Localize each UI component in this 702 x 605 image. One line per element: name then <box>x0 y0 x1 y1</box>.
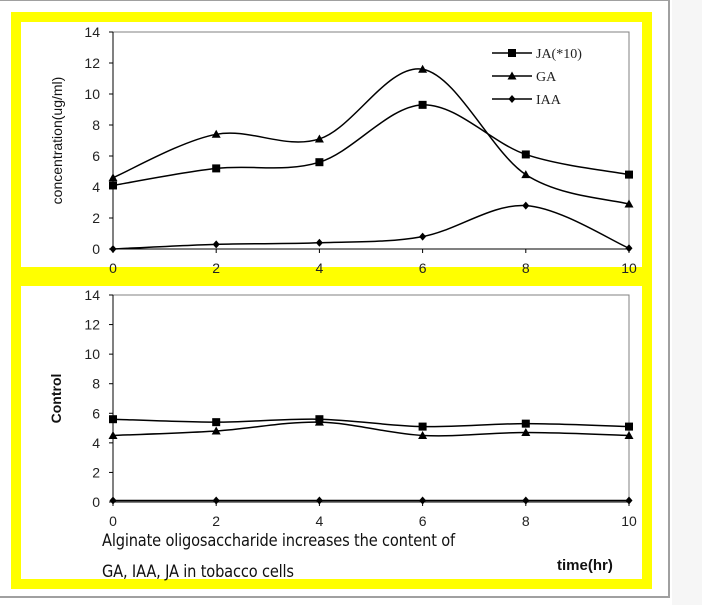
data-point <box>521 428 531 437</box>
data-point <box>418 430 428 439</box>
x-tick-label: 10 <box>621 513 637 529</box>
y-tick-label: 6 <box>92 148 100 164</box>
x-tick-label: 0 <box>109 513 117 529</box>
data-point <box>109 496 117 505</box>
plot-area-border <box>112 31 630 250</box>
data-point <box>418 64 428 73</box>
data-point <box>625 244 633 253</box>
series-triangle <box>108 417 634 439</box>
y-tick-label: 12 <box>84 55 100 71</box>
data-point <box>315 496 323 505</box>
caption-line-1: Alginate oligosaccharide increases the c… <box>102 531 455 551</box>
y-tick-label: 0 <box>92 494 100 510</box>
series-line <box>112 421 630 437</box>
y-tick-label: 2 <box>92 210 100 226</box>
data-point <box>314 417 324 426</box>
background-margin <box>672 0 702 605</box>
series-line <box>112 204 630 250</box>
data-point <box>314 134 324 143</box>
data-point <box>625 170 633 179</box>
legend-label: IAA <box>536 93 562 108</box>
caption-line-2: GA, IAA, JA in tobacco cells <box>102 562 294 582</box>
y-axis-label: Control <box>48 374 64 424</box>
data-point <box>315 238 323 247</box>
legend: JA(*10) GA IAA <box>492 47 582 108</box>
y-tick-label: 10 <box>84 86 100 102</box>
y-tick-label: 2 <box>92 464 100 480</box>
y-tick-label: 14 <box>84 287 100 303</box>
data-point <box>624 430 634 439</box>
x-tick-label: 6 <box>419 260 427 276</box>
data-point <box>109 181 117 190</box>
x-axis-label: time(hr) <box>557 557 613 574</box>
chart-treatment: 0 2 4 6 8 10 12 14 0 2 4 6 8 10 concentration(ug/ml) JA… <box>49 24 637 276</box>
y-tick-label: 10 <box>84 346 100 362</box>
data-point <box>108 173 118 182</box>
legend-marker <box>508 49 516 57</box>
data-point <box>625 422 633 431</box>
data-point <box>212 240 220 249</box>
x-tick-label: 4 <box>316 260 324 276</box>
data-point <box>109 245 117 253</box>
series-ga <box>108 64 634 208</box>
y-tick-label: 6 <box>92 405 100 421</box>
data-point <box>315 158 324 167</box>
series-iaa <box>109 201 633 253</box>
data-point <box>419 232 427 241</box>
data-point <box>625 496 633 505</box>
x-tick-label: 4 <box>316 513 324 529</box>
chart-control: 0 2 4 6 8 10 12 14 0 2 4 6 8 10 Control <box>48 287 637 529</box>
series-ja10 <box>109 100 633 190</box>
legend-label: JA(*10) <box>536 47 582 62</box>
y-tick-label: 4 <box>92 179 100 195</box>
data-point <box>418 422 427 431</box>
plot-area-border <box>112 294 630 503</box>
y-tick-label: 12 <box>84 317 100 333</box>
data-point <box>108 430 118 439</box>
legend-marker <box>507 71 517 80</box>
series-line <box>112 68 630 205</box>
data-point <box>418 100 427 109</box>
x-tick-label: 0 <box>109 260 117 276</box>
series-diamond <box>109 496 633 505</box>
data-point <box>522 201 530 210</box>
data-point <box>521 170 531 179</box>
series-line <box>112 418 630 428</box>
data-point <box>624 199 634 208</box>
y-tick-label: 4 <box>92 435 100 451</box>
data-point <box>521 150 530 159</box>
x-tick-label: 10 <box>621 260 637 276</box>
data-point <box>521 419 530 428</box>
series-line <box>112 104 630 187</box>
y-tick-label: 8 <box>92 117 100 133</box>
data-point <box>419 496 427 505</box>
highlight-frame-control <box>11 276 652 589</box>
x-tick-label: 8 <box>522 260 530 276</box>
data-point <box>211 426 221 435</box>
y-axis-label: concentration(ug/ml) <box>49 77 65 205</box>
x-tick-label: 2 <box>212 513 220 529</box>
data-point <box>212 164 221 173</box>
data-point <box>212 418 221 427</box>
x-tick-label: 6 <box>419 513 427 529</box>
x-tick-label: 2 <box>212 260 220 276</box>
y-tick-label: 8 <box>92 376 100 392</box>
highlight-frame-treatment <box>11 12 652 277</box>
data-point <box>522 496 530 505</box>
legend-marker <box>508 95 516 103</box>
data-point <box>211 129 221 138</box>
legend-label: GA <box>536 70 557 85</box>
y-tick-label: 0 <box>92 241 100 257</box>
x-tick-label: 8 <box>522 513 530 529</box>
data-point <box>109 415 117 424</box>
y-tick-label: 14 <box>84 24 100 40</box>
data-point <box>212 496 220 505</box>
